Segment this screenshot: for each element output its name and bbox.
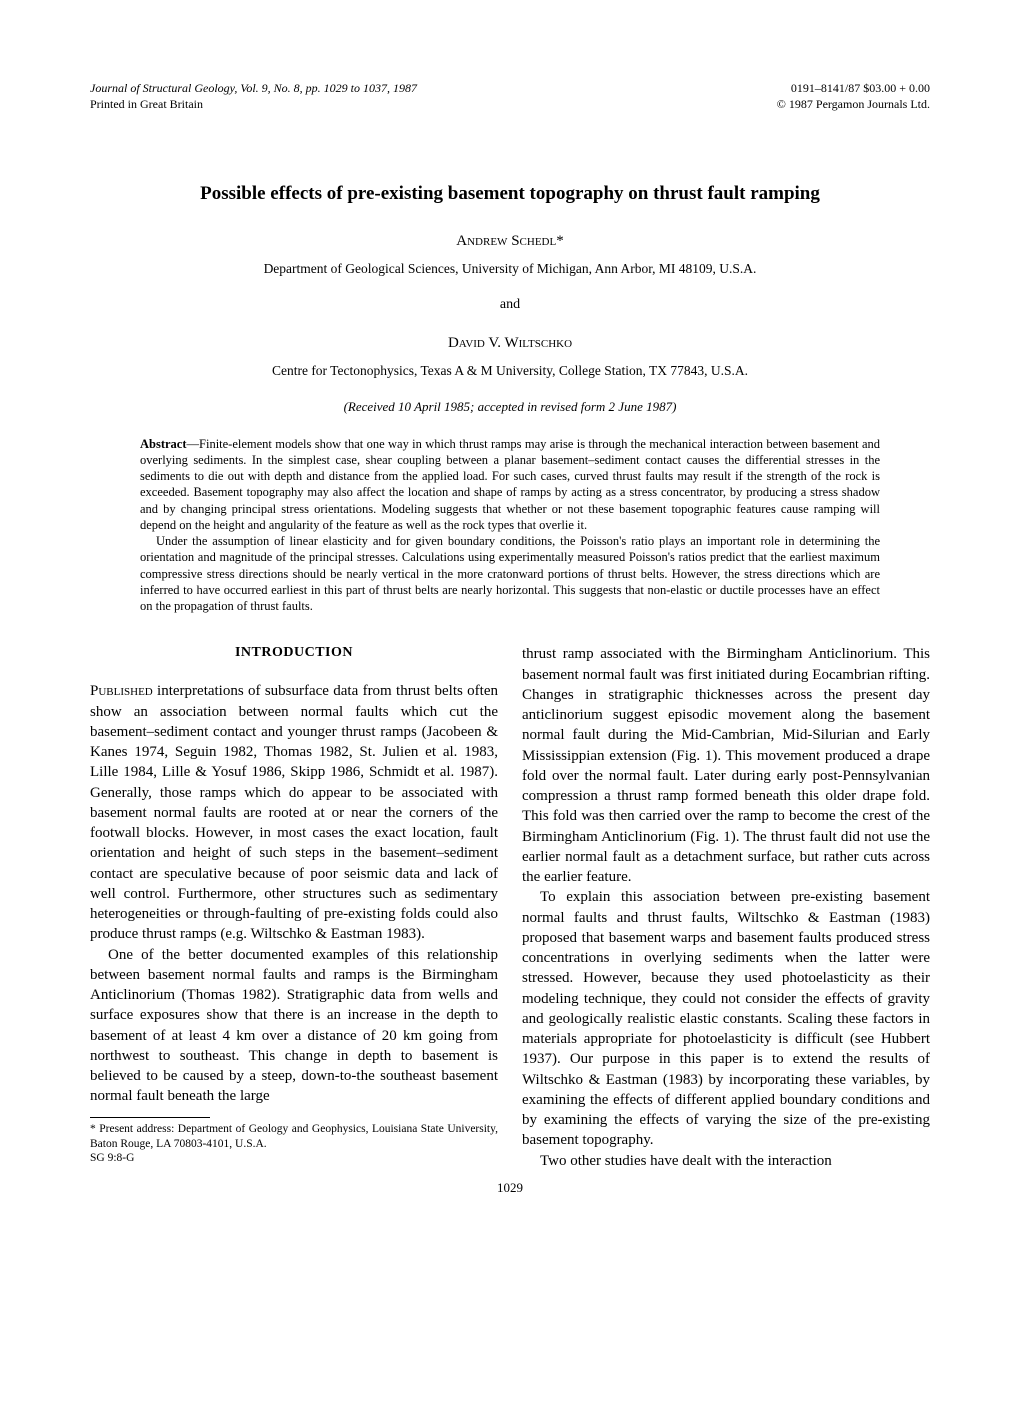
author-2-name: David V. Wiltschko (448, 335, 572, 351)
header-left: Journal of Structural Geology, Vol. 9, N… (90, 80, 417, 112)
body-columns: INTRODUCTION Published interpretations o… (90, 644, 930, 1171)
copyright: © 1987 Pergamon Journals Ltd. (777, 96, 930, 112)
abstract-para-1: Abstract—Finite-element models show that… (140, 436, 880, 534)
article-title: Possible effects of pre-existing basemen… (90, 182, 930, 207)
intro-para-4: To explain this association between pre-… (522, 887, 930, 1150)
signature-code: SG 9:8-G (90, 1151, 498, 1166)
author-1-name: Andrew Schedl* (456, 233, 563, 249)
para-1-leadword: Published (90, 683, 153, 699)
abstract-text-1: —Finite-element models show that one way… (140, 437, 880, 532)
para-1-rest: interpretations of subsurface data from … (90, 683, 498, 942)
journal-name: Journal of Structural Geology, Vol. 9, N… (90, 81, 417, 95)
abstract-label: Abstract (140, 437, 187, 451)
journal-citation: Journal of Structural Geology, Vol. 9, N… (90, 80, 417, 96)
received-dates: (Received 10 April 1985; accepted in rev… (90, 398, 930, 416)
author-separator: and (90, 296, 930, 315)
page-header: Journal of Structural Geology, Vol. 9, N… (90, 80, 930, 112)
footnote-rule (90, 1117, 210, 1118)
footnote-text: * Present address: Department of Geology… (90, 1122, 498, 1152)
issn-price: 0191–8141/87 $03.00 + 0.00 (777, 80, 930, 96)
page-number: 1029 (90, 1179, 930, 1197)
header-right: 0191–8141/87 $03.00 + 0.00 © 1987 Pergam… (777, 80, 930, 112)
intro-para-1: Published interpretations of subsurface … (90, 681, 498, 944)
author-2-block: David V. Wiltschko (90, 333, 930, 354)
intro-para-3: thrust ramp associated with the Birmingh… (522, 644, 930, 887)
left-column: INTRODUCTION Published interpretations o… (90, 644, 498, 1171)
intro-para-5: Two other studies have dealt with the in… (522, 1151, 930, 1171)
abstract-para-2: Under the assumption of linear elasticit… (140, 533, 880, 614)
section-heading-introduction: INTRODUCTION (90, 644, 498, 663)
affiliation-1: Department of Geological Sciences, Unive… (90, 260, 930, 278)
affiliation-2: Centre for Tectonophysics, Texas A & M U… (90, 362, 930, 380)
intro-para-2: One of the better documented examples of… (90, 945, 498, 1107)
abstract-block: Abstract—Finite-element models show that… (140, 436, 880, 615)
printed-location: Printed in Great Britain (90, 96, 417, 112)
right-column: thrust ramp associated with the Birmingh… (522, 644, 930, 1171)
author-1-block: Andrew Schedl* (90, 231, 930, 252)
